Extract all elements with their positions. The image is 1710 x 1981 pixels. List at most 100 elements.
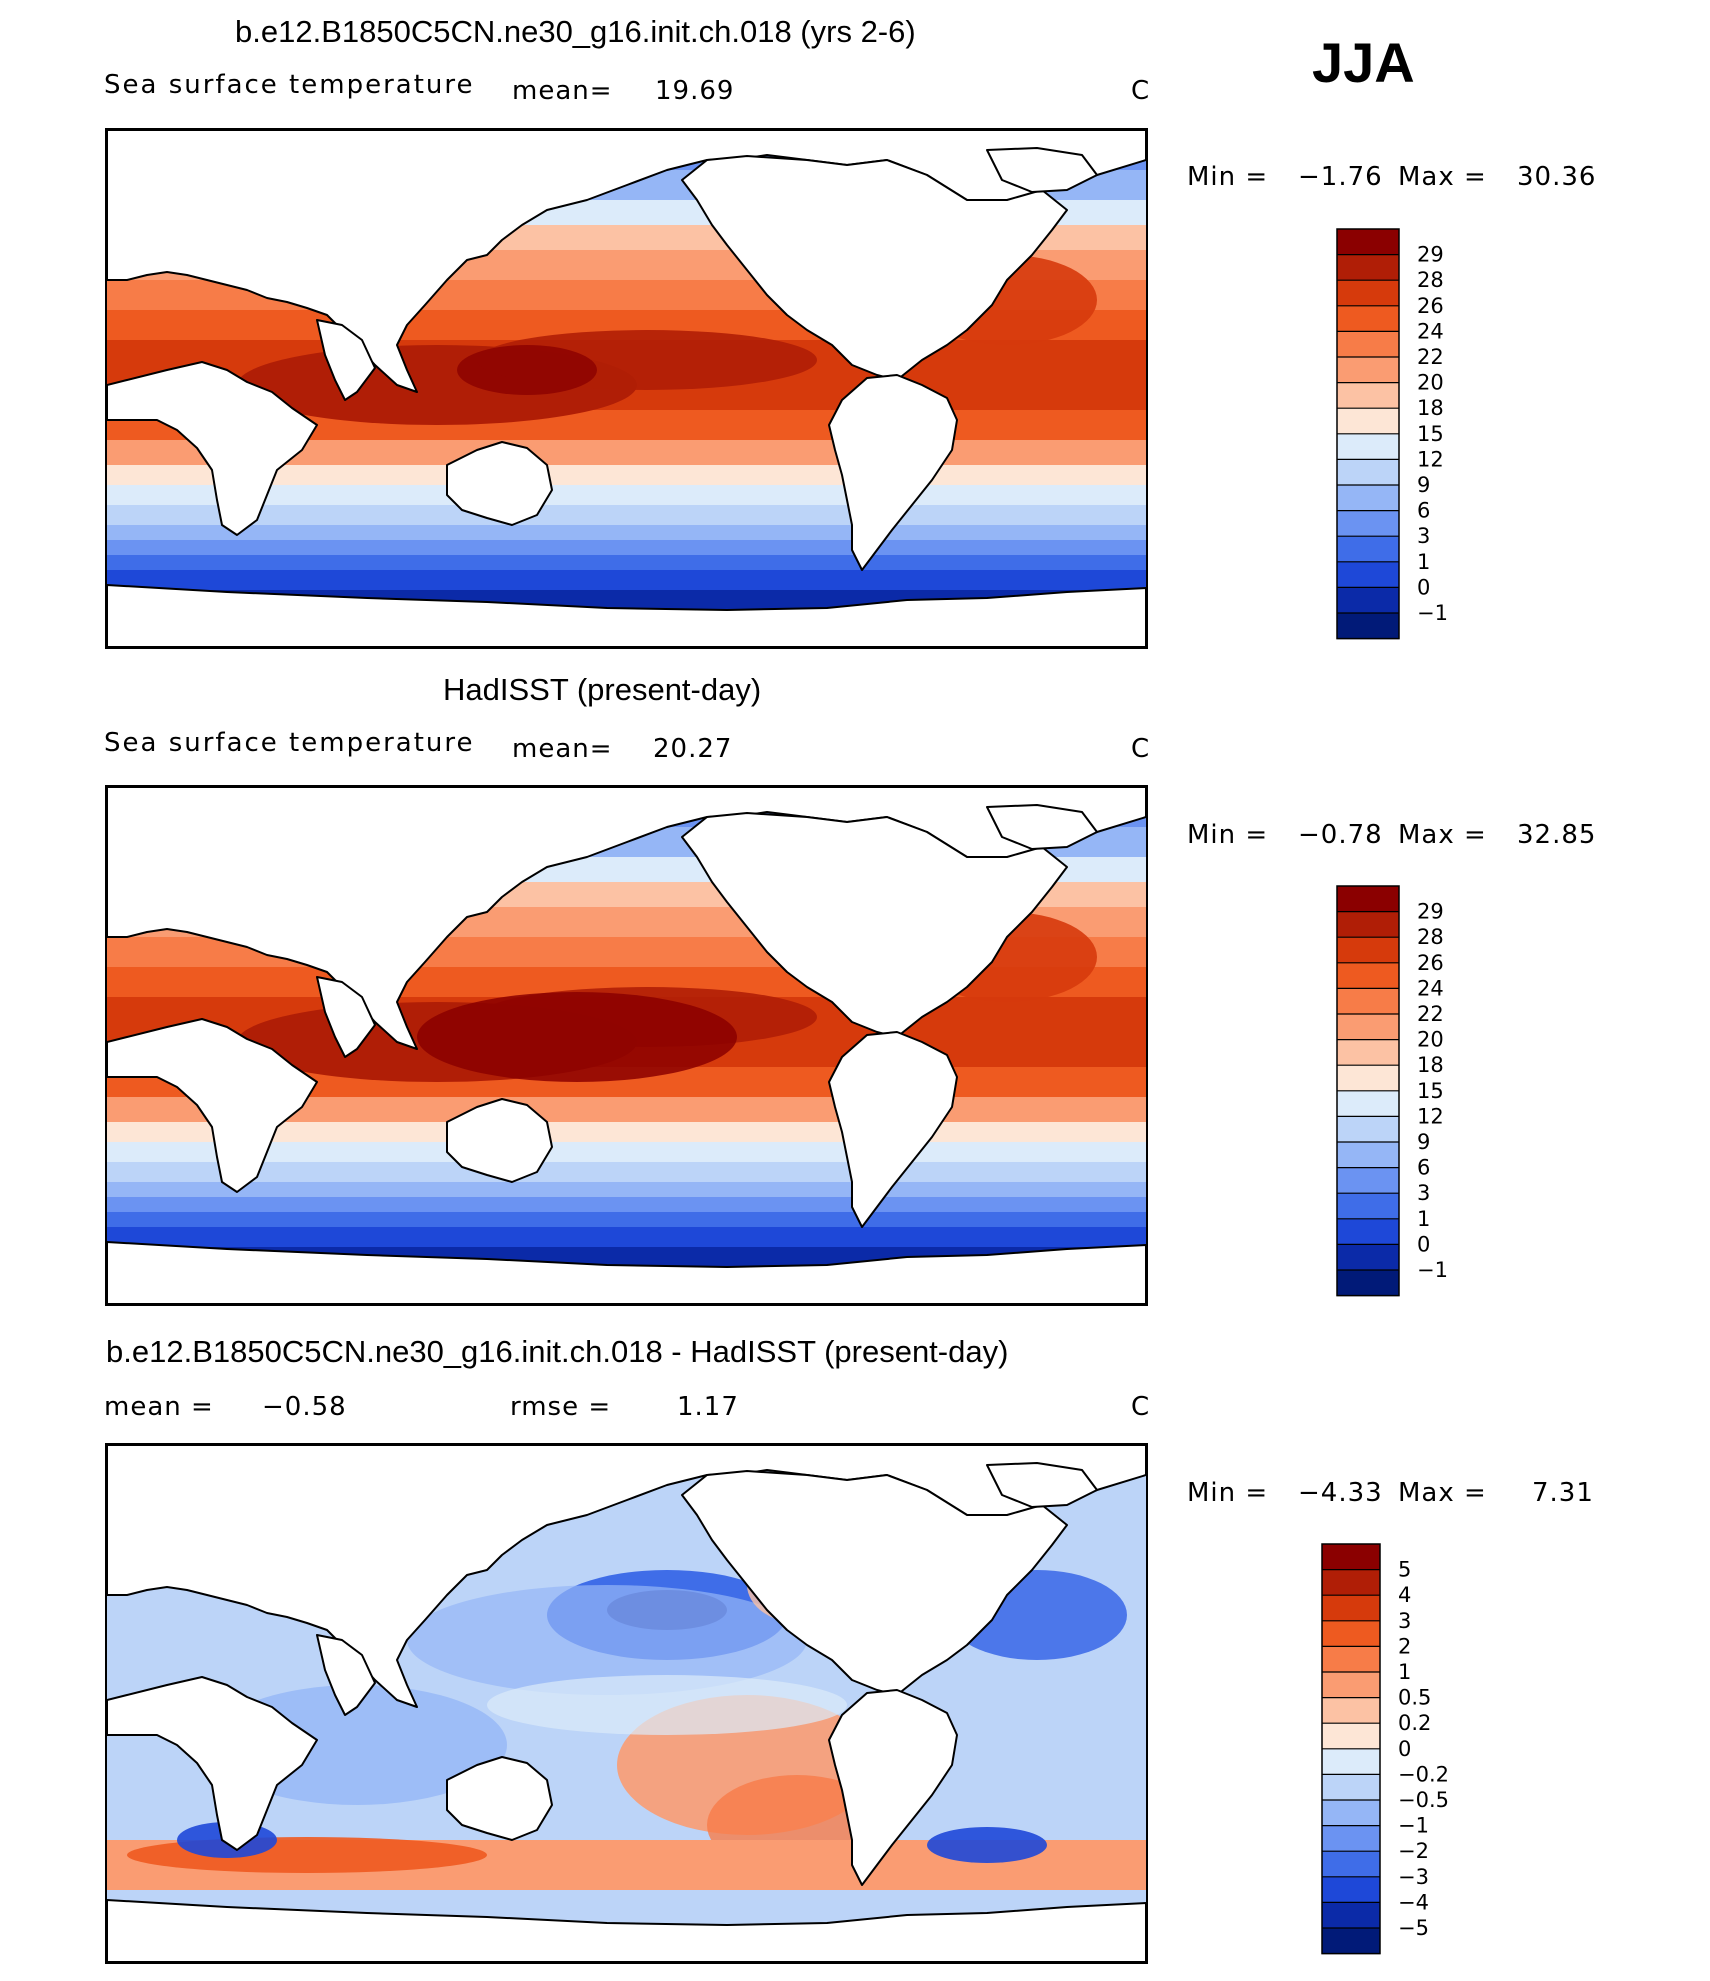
panel2-units: C: [1131, 734, 1151, 764]
colorbar-tick-label: 2: [1398, 1634, 1411, 1658]
sst-anomaly-region: [407, 1585, 807, 1695]
colorbar-tick-label: 28: [1417, 925, 1444, 949]
sst-band: [107, 1197, 1146, 1212]
colorbar-swatch: [1322, 1928, 1380, 1955]
land-india: [316, 319, 376, 401]
panel3-max-label: Max =: [1398, 1478, 1487, 1508]
colorbar-tick-label: 9: [1417, 1130, 1430, 1154]
panel3-title: b.e12.B1850C5CN.ne30_g16.init.ch.018 - H…: [106, 1334, 1009, 1369]
panel2-mean-value: 20.27: [653, 734, 733, 764]
colorbar-swatch: [1337, 962, 1399, 989]
colorbar-tick-label: 6: [1417, 499, 1430, 523]
sst-anomaly-region: [927, 1827, 1047, 1863]
colorbar-swatch: [1337, 988, 1399, 1015]
colorbar-swatch: [1337, 561, 1399, 588]
panel2-subtitle: Sea surface temperature: [104, 728, 475, 758]
colorbar-tick-label: 12: [1417, 1104, 1444, 1128]
panel1-units: C: [1131, 76, 1151, 106]
land-australia: [446, 1098, 553, 1183]
colorbar-tick-label: 1: [1417, 550, 1430, 574]
sst-band: [107, 525, 1146, 540]
colorbar-swatch: [1337, 536, 1399, 563]
sst-band: [107, 540, 1146, 555]
colorbar-tick-label: −0.5: [1398, 1788, 1449, 1812]
colorbar-tick-label: 0: [1398, 1737, 1411, 1761]
colorbar-swatch: [1337, 485, 1399, 512]
colorbar-swatch: [1337, 510, 1399, 537]
sst-band: [107, 1182, 1146, 1197]
colorbar-swatch: [1337, 1014, 1399, 1041]
colorbar-tick-label: 1: [1417, 1207, 1430, 1231]
panel1-mean-label: mean=: [512, 76, 613, 106]
colorbar-tick-label: 29: [1417, 243, 1444, 267]
colorbar-tick-label: −2: [1398, 1839, 1429, 1863]
colorbar-swatch: [1337, 1116, 1399, 1143]
panel3-mean-label: mean =: [104, 1392, 214, 1422]
panel3-rmse-value: 1.17: [677, 1392, 739, 1422]
land-antarctica: [107, 1241, 1146, 1304]
colorbar-swatch: [1337, 587, 1399, 614]
colorbar-tick-label: 26: [1417, 294, 1444, 318]
colorbar-tick-label: 29: [1417, 900, 1444, 924]
panel3-min-label: Min =: [1187, 1478, 1269, 1508]
colorbar-swatch: [1337, 911, 1399, 938]
panel3-units: C: [1131, 1392, 1151, 1422]
land-greenland: [986, 804, 1098, 850]
panel2-max-label: Max =: [1398, 820, 1487, 850]
colorbar-swatch: [1337, 1218, 1399, 1245]
land-india: [316, 1634, 376, 1716]
colorbar-frame: [1336, 228, 1400, 640]
colorbar-swatch: [1337, 613, 1399, 640]
colorbar-swatch: [1337, 1244, 1399, 1271]
land-australia: [446, 1756, 553, 1841]
panel2-max-value: 32.85: [1517, 820, 1597, 850]
colorbar-tick-label: 0: [1417, 575, 1430, 599]
land-antarctica: [107, 584, 1146, 647]
panel1-max-label: Max =: [1398, 162, 1487, 192]
colorbar-swatch: [1337, 229, 1399, 256]
colorbar-swatch: [1337, 280, 1399, 307]
colorbar-swatch: [1322, 1800, 1380, 1827]
sst-anomaly-region: [487, 1675, 847, 1735]
colorbar-tick-label: 12: [1417, 447, 1444, 471]
colorbar-tick-label: 9: [1417, 473, 1430, 497]
land-north-america: [681, 812, 1068, 1038]
land-africa: [107, 361, 318, 536]
colorbar-swatch: [1322, 1851, 1380, 1878]
panel1-mean-value: 19.69: [655, 76, 735, 106]
season-label: JJA: [1312, 31, 1415, 94]
colorbar-tick-label: 5: [1398, 1558, 1411, 1582]
land-greenland: [986, 147, 1098, 193]
colorbar-tick-label: 0.5: [1398, 1686, 1431, 1710]
land-antarctica: [107, 1899, 1146, 1962]
land-north-america: [681, 155, 1068, 381]
land-africa: [107, 1676, 318, 1851]
panel2-map: [105, 785, 1148, 1306]
colorbar-swatch: [1322, 1723, 1380, 1750]
colorbar-swatch: [1337, 1167, 1399, 1194]
colorbar-tick-label: 3: [1417, 524, 1430, 548]
colorbar-swatch: [1337, 937, 1399, 964]
panel1-subtitle: Sea surface temperature: [104, 70, 475, 100]
sst-anomaly-region: [457, 345, 597, 395]
panel3-rmse-label: rmse =: [510, 1392, 612, 1422]
colorbar-tick-label: 6: [1417, 1156, 1430, 1180]
colorbar-swatch: [1322, 1748, 1380, 1775]
sst-band: [107, 570, 1146, 590]
colorbar-swatch: [1322, 1544, 1380, 1571]
colorbar-swatch: [1337, 382, 1399, 409]
colorbar-tick-label: 18: [1417, 1053, 1444, 1077]
colorbar-tick-label: 24: [1417, 319, 1444, 343]
panel2-min-label: Min =: [1187, 820, 1269, 850]
land-greenland: [986, 1462, 1098, 1508]
colorbar-tick-label: −5: [1398, 1916, 1429, 1940]
colorbar-swatch: [1337, 1270, 1399, 1297]
panel1-map-svg: [107, 130, 1146, 647]
panel3-colorbar: 5 4 3 2 1 0.5 0.2 0 −0.2 −0.5 −1 −2 −3 −4 −5: [1321, 1543, 1502, 1956]
colorbar-swatch: [1337, 331, 1399, 358]
colorbar-swatch: [1337, 305, 1399, 332]
colorbar-tick-label: −4: [1398, 1890, 1429, 1914]
colorbar-tick-label: −0.2: [1398, 1762, 1449, 1786]
panel1-colorbar: 29 28 26 24 22 20 18 15 12 9 6 3 1 0 −1: [1336, 228, 1497, 641]
panel1-max-value: 30.36: [1517, 162, 1597, 192]
